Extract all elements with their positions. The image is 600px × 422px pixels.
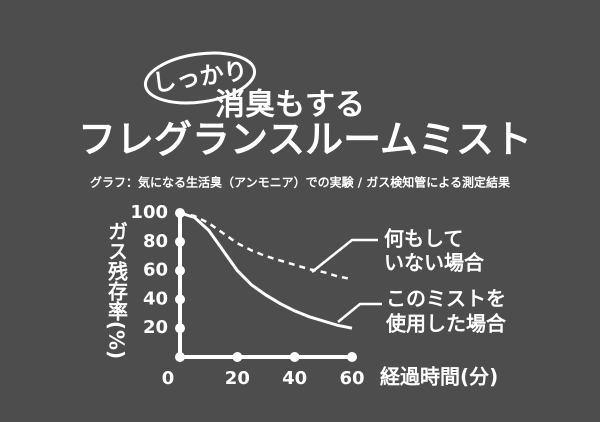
series-label: いない場合 xyxy=(384,251,485,275)
y-tick xyxy=(175,294,185,305)
data-line xyxy=(179,211,353,330)
x-tick-label: 60 xyxy=(339,368,364,389)
series-label: 何もして xyxy=(384,227,463,251)
chart-title: 消臭もする xyxy=(215,88,365,123)
series-label: このミストを xyxy=(386,287,506,311)
y-tick-label: 60 xyxy=(143,260,168,281)
y-tick-label: 40 xyxy=(143,288,168,309)
y-tick xyxy=(175,323,185,334)
chart-subtitle: フレグランスルームミスト xyxy=(78,118,532,162)
caption: グラフ：気になる生活臭（アンモニア）での実験 / ガス検知管による測定結果 xyxy=(90,175,510,190)
y-axis-label: ガス残存率(%) xyxy=(105,220,129,359)
badge-oval xyxy=(143,51,257,105)
y-tick-label: 20 xyxy=(143,317,168,338)
data-line xyxy=(179,211,353,281)
leader-line xyxy=(337,302,382,323)
y-tick xyxy=(175,236,185,247)
x-tick xyxy=(347,352,357,362)
x-tick xyxy=(175,352,185,362)
x-axis-label: 経過時間(分) xyxy=(380,365,498,389)
x-tick xyxy=(289,352,300,362)
x-tick xyxy=(232,352,243,362)
x-tick-label: 20 xyxy=(225,368,250,389)
y-tick-label: 80 xyxy=(143,231,168,252)
y-tick xyxy=(175,265,185,276)
series-label: 使用した場合 xyxy=(385,312,507,336)
y-tick-label: 100 xyxy=(130,202,168,223)
x-tick-label: 40 xyxy=(282,368,307,389)
leader-line xyxy=(311,238,378,273)
x-tick-label: 0 xyxy=(162,368,175,389)
